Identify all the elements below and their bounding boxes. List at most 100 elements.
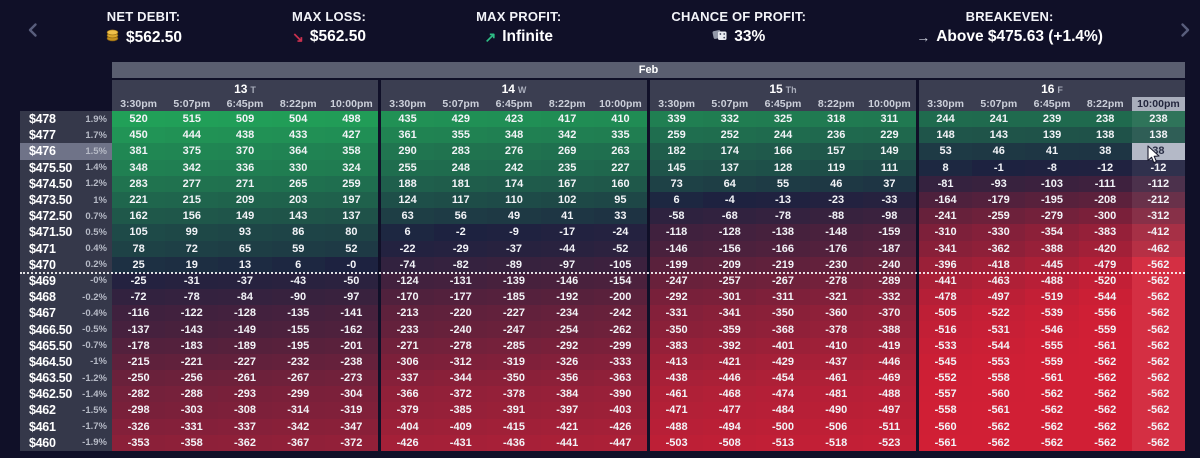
pl-cell[interactable]: 102 (540, 191, 594, 209)
pl-cell[interactable]: -220 (434, 305, 488, 322)
pl-cell[interactable]: 241 (972, 111, 1026, 128)
pl-cell[interactable]: 324 (324, 159, 379, 176)
pl-cell[interactable]: -362 (218, 434, 272, 451)
pl-cell[interactable]: -238 (324, 353, 379, 370)
pl-cell[interactable]: -446 (703, 370, 757, 387)
pl-cell[interactable]: -562 (1025, 386, 1079, 403)
pl-cell[interactable]: 239 (1025, 111, 1079, 128)
pl-cell[interactable]: -562 (1078, 418, 1132, 435)
pl-cell[interactable]: -233 (381, 321, 435, 338)
pl-cell[interactable]: -141 (324, 305, 379, 322)
pl-cell[interactable]: 515 (165, 111, 219, 128)
pl-cell[interactable]: -254 (540, 321, 594, 338)
pl-cell[interactable]: -112 (1131, 175, 1186, 192)
pl-cell[interactable]: -128 (703, 224, 757, 241)
pl-cell[interactable]: 143 (271, 208, 325, 225)
pl-cell[interactable]: -354 (1025, 224, 1079, 241)
pl-cell[interactable]: -88 (809, 208, 863, 225)
pl-cell[interactable]: 238 (1131, 111, 1186, 128)
pl-cell[interactable]: 358 (324, 143, 379, 160)
pl-cell[interactable]: -312 (434, 353, 488, 370)
pl-cell[interactable]: -52 (593, 240, 648, 257)
pl-cell[interactable]: -285 (487, 337, 541, 354)
pl-cell[interactable]: 137 (703, 159, 757, 176)
pl-cell[interactable]: 410 (593, 111, 648, 128)
pl-cell[interactable]: 37 (862, 175, 917, 192)
pl-cell[interactable]: -388 (1025, 240, 1079, 257)
time-column-header[interactable]: 5:07pm (711, 98, 749, 110)
pl-cell[interactable]: 80 (324, 224, 379, 241)
pl-cell[interactable]: -555 (1025, 337, 1079, 354)
pl-cell[interactable]: 149 (862, 143, 917, 160)
pl-cell[interactable]: 53 (919, 143, 973, 160)
pl-cell[interactable]: 375 (165, 143, 219, 160)
pl-cell[interactable]: -82 (434, 256, 488, 273)
pl-cell[interactable]: -391 (487, 402, 541, 419)
pl-cell[interactable]: -546 (1025, 321, 1079, 338)
pl-cell[interactable]: 110 (487, 191, 541, 209)
pl-cell[interactable]: -137 (112, 321, 166, 338)
pl-cell[interactable]: -562 (1131, 272, 1186, 290)
pl-cell[interactable]: -149 (218, 321, 272, 338)
pl-cell[interactable]: -293 (218, 386, 272, 403)
pl-cell[interactable]: -43 (271, 272, 325, 290)
pl-cell[interactable]: -559 (1025, 353, 1079, 370)
day-header[interactable]: 15 Th (650, 80, 916, 97)
pl-cell[interactable]: 290 (381, 143, 435, 160)
pl-cell[interactable]: -454 (756, 370, 810, 387)
pl-cell[interactable]: -221 (165, 353, 219, 370)
pl-cell[interactable]: -497 (972, 289, 1026, 306)
time-column-header[interactable]: 3:30pm (927, 98, 964, 110)
pl-cell[interactable]: -358 (165, 434, 219, 451)
pl-cell[interactable]: -553 (972, 353, 1026, 370)
pl-cell[interactable]: -37 (218, 272, 272, 290)
time-column-header[interactable]: 8:22pm (817, 98, 855, 110)
pl-cell[interactable]: 174 (703, 143, 757, 160)
pl-cell[interactable]: -471 (650, 402, 704, 419)
time-column-header[interactable]: 8:22pm (279, 98, 317, 110)
pl-cell[interactable]: -33 (862, 191, 917, 209)
pl-cell[interactable]: -505 (919, 305, 973, 322)
pl-cell[interactable]: 73 (650, 175, 704, 192)
time-column-header[interactable]: 10:00pm (868, 98, 911, 110)
pl-cell[interactable]: -418 (972, 256, 1026, 273)
pl-cell[interactable]: -519 (1025, 289, 1079, 306)
pl-cell[interactable]: -84 (218, 289, 272, 306)
pl-cell[interactable]: -97 (324, 289, 379, 306)
pl-cell[interactable]: -256 (165, 370, 219, 387)
pl-cell[interactable]: -561 (1078, 337, 1132, 354)
pl-cell[interactable]: -469 (862, 370, 917, 387)
time-column-header[interactable]: 10:00pm (1131, 97, 1186, 111)
pl-cell[interactable]: -247 (487, 321, 541, 338)
pl-cell[interactable]: 311 (862, 111, 917, 128)
pl-cell[interactable]: -314 (271, 402, 325, 419)
pl-cell[interactable]: -131 (434, 272, 488, 290)
pl-cell[interactable]: -353 (112, 434, 166, 451)
pl-cell[interactable]: -494 (703, 418, 757, 435)
pl-cell[interactable]: 242 (487, 159, 541, 176)
pl-cell[interactable]: -148 (809, 224, 863, 241)
pl-cell[interactable]: -29 (434, 240, 488, 257)
pl-cell[interactable]: -518 (809, 434, 863, 451)
pl-cell[interactable]: 435 (381, 111, 435, 128)
pl-cell[interactable]: 520 (112, 111, 166, 128)
pl-cell[interactable]: -438 (650, 370, 704, 387)
pl-cell[interactable]: -341 (919, 240, 973, 257)
pl-cell[interactable]: -558 (972, 370, 1026, 387)
pl-cell[interactable]: -164 (919, 191, 973, 209)
pl-cell[interactable]: 283 (112, 175, 166, 192)
pl-cell[interactable]: 117 (434, 191, 488, 209)
pl-cell[interactable]: -506 (809, 418, 863, 435)
pl-cell[interactable]: -516 (919, 321, 973, 338)
pl-cell[interactable]: -484 (756, 402, 810, 419)
pl-cell[interactable]: -522 (972, 305, 1026, 322)
pl-cell[interactable]: -12 (1131, 159, 1186, 176)
pl-cell[interactable]: 148 (919, 127, 973, 144)
pl-cell[interactable]: -413 (650, 353, 704, 370)
pl-cell[interactable]: -298 (112, 402, 166, 419)
pl-cell[interactable]: -199 (650, 256, 704, 273)
pl-cell[interactable]: -97 (540, 256, 594, 273)
pl-cell[interactable]: -341 (703, 305, 757, 322)
pl-cell[interactable]: -562 (1131, 402, 1186, 419)
pl-cell[interactable]: -192 (540, 289, 594, 306)
